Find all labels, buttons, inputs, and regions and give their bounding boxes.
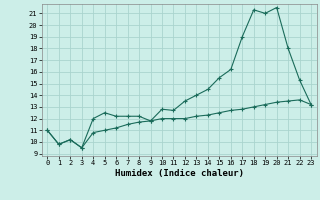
X-axis label: Humidex (Indice chaleur): Humidex (Indice chaleur) <box>115 169 244 178</box>
